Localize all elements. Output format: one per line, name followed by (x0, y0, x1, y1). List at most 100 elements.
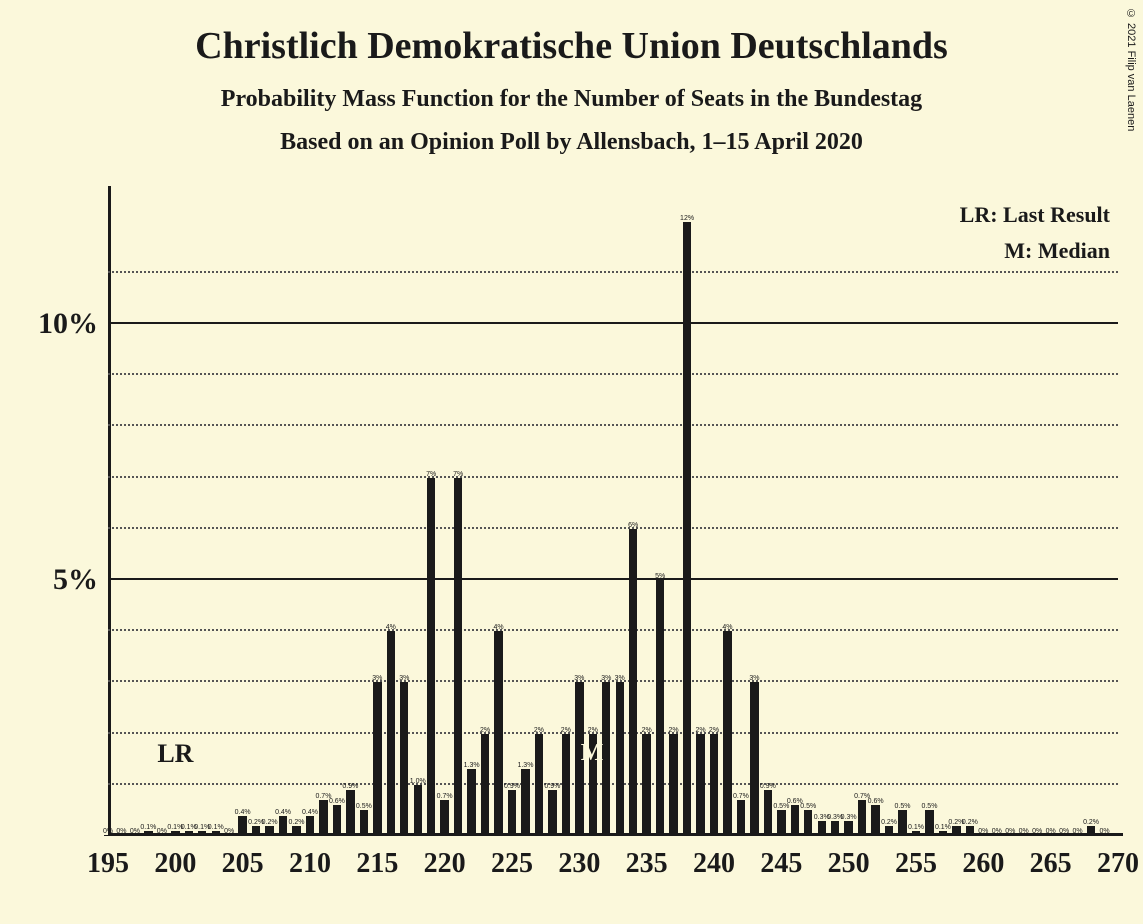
bar-value-label: 3% (601, 675, 611, 682)
bar: 4% (494, 631, 502, 836)
bar: 0.5% (925, 810, 933, 836)
x-tick-label: 255 (895, 836, 937, 880)
bar: 0.1% (171, 831, 179, 836)
bar-value-label: 2% (642, 727, 652, 734)
bar-value-label: 0.5% (800, 803, 816, 810)
bar: 0.3% (831, 821, 839, 836)
x-tick-label: 270 (1097, 836, 1139, 880)
bar: 0.6% (871, 805, 879, 836)
bar: 0% (225, 835, 233, 836)
gridline-minor (108, 732, 1118, 734)
bar: 0% (1020, 835, 1028, 836)
x-tick-label: 210 (289, 836, 331, 880)
bar: 0.5% (360, 810, 368, 836)
bar-value-label: 2% (588, 727, 598, 734)
gridline-minor (108, 783, 1118, 785)
bar-value-label: 0.7% (437, 793, 453, 800)
bar-value-label: 0.1% (140, 824, 156, 831)
x-tick-label: 220 (424, 836, 466, 880)
bar: 1.3% (521, 769, 529, 836)
bar: 4% (387, 631, 395, 836)
bar: 1.0% (414, 785, 422, 836)
bar: 0% (1006, 835, 1014, 836)
bar: 0.9% (346, 790, 354, 836)
bar-value-label: 0% (157, 828, 167, 835)
bar: 1.3% (467, 769, 475, 836)
bar: 2% (696, 734, 704, 836)
bar: 0.4% (238, 816, 246, 836)
bar: 0.5% (777, 810, 785, 836)
bar: 0.2% (265, 826, 273, 836)
bar-value-label: 0.6% (868, 798, 884, 805)
bar: 0% (117, 835, 125, 836)
bar: 0% (993, 835, 1001, 836)
bar-value-label: 0.6% (329, 798, 345, 805)
bar: 0% (104, 835, 112, 836)
bar: 0.9% (508, 790, 516, 836)
bar: 2% (669, 734, 677, 836)
bar: 0.5% (898, 810, 906, 836)
bar: 0.3% (818, 821, 826, 836)
bar: 0% (1100, 835, 1108, 836)
bar: 0% (1033, 835, 1041, 836)
bar: 3% (750, 682, 758, 836)
bar-value-label: 0.1% (908, 824, 924, 831)
bar: 0.1% (939, 831, 947, 836)
bar-value-label: 1.3% (517, 762, 533, 769)
bar-value-label: 0% (116, 828, 126, 835)
bar-value-label: 0.9% (342, 783, 358, 790)
x-tick-label: 230 (558, 836, 600, 880)
bar-value-label: 0% (978, 828, 988, 835)
bar: 0.2% (292, 826, 300, 836)
bar: 0.2% (952, 826, 960, 836)
bar-value-label: 2% (709, 727, 719, 734)
bar: 3% (373, 682, 381, 836)
gridline-major (108, 322, 1118, 324)
annotation-last-result: LR (157, 739, 193, 769)
bar-value-label: 7% (453, 471, 463, 478)
bar: 3% (400, 682, 408, 836)
gridline-minor (108, 424, 1118, 426)
bar-value-label: 0.7% (733, 793, 749, 800)
y-tick-label: 5% (53, 563, 108, 597)
bar-value-label: 6% (628, 522, 638, 529)
x-tick-label: 265 (1030, 836, 1072, 880)
bar: 0.1% (198, 831, 206, 836)
bar-value-label: 0% (224, 828, 234, 835)
annotation-median: M (581, 740, 604, 767)
x-tick-label: 200 (154, 836, 196, 880)
bar: 0.4% (306, 816, 314, 836)
x-tick-label: 225 (491, 836, 533, 880)
chart-subtitle-1: Probability Mass Function for the Number… (0, 68, 1143, 113)
bar: 0% (1060, 835, 1068, 836)
bar: 2% (535, 734, 543, 836)
x-tick-label: 260 (962, 836, 1004, 880)
bar-value-label: 12% (680, 215, 694, 222)
bar-value-label: 1.0% (410, 778, 426, 785)
bar-value-label: 0.2% (262, 819, 278, 826)
bar-value-label: 2% (695, 727, 705, 734)
bar-value-label: 3% (399, 675, 409, 682)
bar-value-label: 3% (574, 675, 584, 682)
copyright-text: © 2021 Filip van Laenen (1125, 8, 1137, 131)
bar-value-label: 0.5% (895, 803, 911, 810)
bar: 0% (1073, 835, 1081, 836)
bar-value-label: 4% (722, 624, 732, 631)
gridline-major (108, 578, 1118, 580)
legend-lr: LR: Last Result (960, 202, 1110, 228)
bar: 0.6% (791, 805, 799, 836)
x-tick-label: 245 (760, 836, 802, 880)
bar: 3% (616, 682, 624, 836)
bar-value-label: 0.2% (289, 819, 305, 826)
bar: 0% (158, 835, 166, 836)
bar-value-label: 0.4% (235, 809, 251, 816)
bar: 0.7% (858, 800, 866, 836)
bar-value-label: 0% (1046, 828, 1056, 835)
bar-value-label: 0.2% (1083, 819, 1099, 826)
gridline-minor (108, 629, 1118, 631)
bar-value-label: 0% (1032, 828, 1042, 835)
bar: 0.6% (333, 805, 341, 836)
bar-value-label: 5% (655, 573, 665, 580)
bar-value-label: 0% (1005, 828, 1015, 835)
bar-value-label: 0.9% (504, 783, 520, 790)
